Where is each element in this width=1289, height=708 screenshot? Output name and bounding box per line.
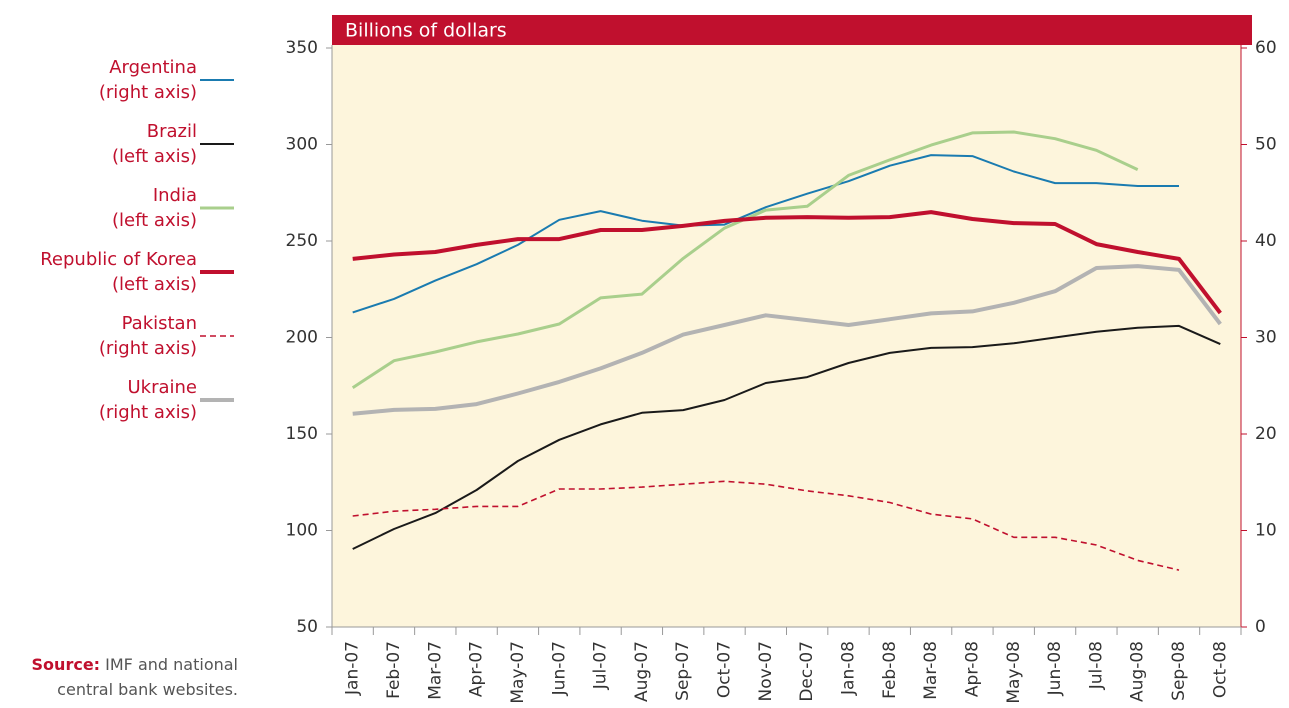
x-tick-label: Oct-08 [1210, 641, 1230, 698]
x-tick-label: Nov-07 [756, 641, 776, 702]
x-tick-label: May-08 [1004, 641, 1024, 704]
legend-note: (left axis) [112, 274, 197, 295]
source-text-cont: central bank websites. [57, 680, 238, 699]
x-tick-label: Mar-08 [921, 641, 941, 700]
x-tick-label: Apr-07 [467, 641, 487, 697]
y-tick-label: 300 [286, 135, 318, 155]
y2-tick-label: 60 [1255, 38, 1277, 58]
x-tick-label: Jul-07 [591, 641, 611, 690]
x-tick-label: Apr-08 [962, 641, 982, 697]
series-line [352, 154, 1179, 314]
x-tick-label: Mar-07 [425, 641, 445, 700]
legend-label: Brazil [147, 121, 197, 142]
x-tick-label: Sep-08 [1169, 641, 1189, 701]
legend-note: (right axis) [99, 338, 197, 359]
y-tick-label: 50 [296, 617, 318, 637]
y-tick-label: 350 [286, 38, 318, 58]
x-tick-label: Feb-08 [880, 641, 900, 699]
legend-label: Republic of Korea [40, 249, 197, 270]
series-line [352, 210, 1222, 315]
plot-background [332, 45, 1241, 627]
x-tick-label: Dec-07 [797, 641, 817, 702]
y-tick-label: 100 [286, 521, 318, 541]
y-tick-label: 150 [286, 424, 318, 444]
source-text: IMF and national [100, 655, 238, 674]
y2-tick-label: 30 [1255, 328, 1277, 348]
source-label: Source: [32, 655, 101, 674]
legend-label: Ukraine [127, 377, 197, 398]
y2-tick-label: 50 [1255, 135, 1277, 155]
y2-tick-label: 0 [1255, 617, 1266, 637]
x-tick-label: Jun-07 [549, 641, 569, 696]
title-bar [332, 15, 1252, 45]
y-tick-label: 250 [286, 231, 318, 251]
legend-label: India [153, 185, 197, 206]
y2-tick-label: 40 [1255, 231, 1277, 251]
y2-tick-label: 10 [1255, 521, 1277, 541]
legend-note: (left axis) [112, 210, 197, 231]
legend-label: Argentina [109, 57, 197, 78]
y2-tick-label: 20 [1255, 424, 1277, 444]
x-tick-label: Aug-08 [1128, 641, 1148, 702]
chart-title: Billions of dollars [345, 20, 507, 42]
y-tick-label: 200 [286, 328, 318, 348]
x-tick-label: Aug-07 [632, 641, 652, 702]
legend-label: Pakistan [122, 313, 197, 334]
source: Source: IMF and national central bank web… [32, 655, 238, 699]
x-tick-label: May-07 [508, 641, 528, 704]
legend-note: (left axis) [112, 146, 197, 167]
series-line [352, 264, 1222, 416]
series-line [352, 324, 1221, 550]
legend-note: (right axis) [99, 402, 197, 423]
x-tick-label: Feb-07 [384, 641, 404, 699]
x-tick-label: Jun-08 [1045, 641, 1065, 696]
x-tick-label: Jan-08 [838, 641, 858, 696]
x-tick-label: Oct-07 [715, 641, 735, 698]
x-tick-label: Jan-07 [343, 641, 363, 696]
series-line [352, 480, 1180, 571]
x-tick-label: Sep-07 [673, 641, 693, 701]
legend-note: (right axis) [99, 82, 197, 103]
x-tick-label: Jul-08 [1086, 641, 1106, 690]
